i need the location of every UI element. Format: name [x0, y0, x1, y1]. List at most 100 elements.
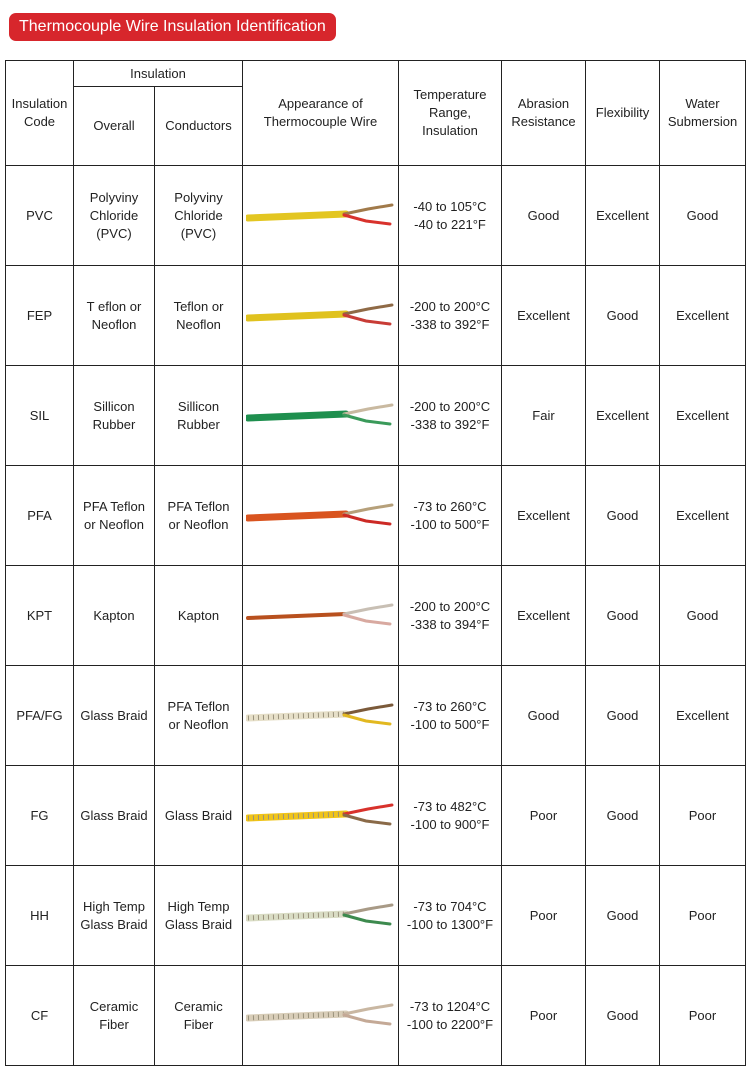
- water-submersion-cell: Excellent: [659, 665, 746, 766]
- insulation-code-cell: PVC: [5, 165, 74, 266]
- green-jacket-wire-icon: [245, 403, 393, 425]
- conductors-cell: Sillicon Rubber: [154, 365, 243, 466]
- table-row: PFA PFA Teflon or Neoflon PFA Teflon or Ne…: [5, 465, 746, 566]
- temperature-range-cell: -73 to 260°C -100 to 500°F: [398, 665, 502, 766]
- temperature-range-cell: -73 to 1204°C -100 to 2200°F: [398, 965, 502, 1066]
- header-temperature-range: Temperature Range, Insulation: [398, 60, 502, 166]
- header-appearance: Appearance of Thermocouple Wire: [242, 60, 399, 166]
- overall-cell: Glass Braid: [73, 765, 155, 866]
- flexibility-cell: Good: [585, 765, 660, 866]
- ceramic-fiber-wire-icon: [245, 1003, 393, 1025]
- insulation-code-cell: HH: [5, 865, 74, 966]
- header-overall: Overall: [73, 86, 155, 166]
- high-temp-braid-wire-icon: [245, 903, 393, 925]
- header-flexibility: Flexibility: [585, 60, 660, 166]
- flexibility-cell: Good: [585, 465, 660, 566]
- abrasion-resistance-cell: Good: [501, 665, 586, 766]
- header-water-submersion: Water Submersion: [659, 60, 746, 166]
- overall-cell: Polyviny Chloride (PVC): [73, 165, 155, 266]
- header-insulation: Insulation: [73, 60, 243, 87]
- insulation-code-cell: FG: [5, 765, 74, 866]
- overall-cell: Sillicon Rubber: [73, 365, 155, 466]
- water-submersion-cell: Excellent: [659, 465, 746, 566]
- flexibility-cell: Good: [585, 865, 660, 966]
- abrasion-resistance-cell: Fair: [501, 365, 586, 466]
- overall-cell: PFA Teflon or Neoflon: [73, 465, 155, 566]
- conductors-cell: Kapton: [154, 565, 243, 666]
- appearance-cell: [242, 165, 399, 266]
- conductors-cell: Polyviny Chloride (PVC): [154, 165, 243, 266]
- flexibility-cell: Good: [585, 565, 660, 666]
- page-title: Thermocouple Wire Insulation Identificat…: [9, 13, 336, 41]
- table-row: SIL Sillicon Rubber Sillicon Rubber -200 to…: [5, 365, 746, 466]
- appearance-cell: [242, 865, 399, 966]
- abrasion-resistance-cell: Excellent: [501, 265, 586, 366]
- water-submersion-cell: Poor: [659, 765, 746, 866]
- insulation-table: Insulation Code Insulation Appearance of…: [5, 60, 746, 1066]
- conductors-cell: Teflon or Neoflon: [154, 265, 243, 366]
- conductors-cell: PFA Teflon or Neoflon: [154, 665, 243, 766]
- abrasion-resistance-cell: Excellent: [501, 565, 586, 666]
- insulation-code-cell: CF: [5, 965, 74, 1066]
- yellow-jacket-wire-icon: [245, 203, 393, 225]
- water-submersion-cell: Poor: [659, 865, 746, 966]
- water-submersion-cell: Poor: [659, 965, 746, 1066]
- temperature-range-cell: -73 to 704°C -100 to 1300°F: [398, 865, 502, 966]
- temperature-range-cell: -73 to 482°C -100 to 900°F: [398, 765, 502, 866]
- temperature-range-cell: -200 to 200°C -338 to 392°F: [398, 365, 502, 466]
- overall-cell: High Temp Glass Braid: [73, 865, 155, 966]
- table-row: FG Glass Braid Glass Braid -73 to 482°C -10…: [5, 765, 746, 866]
- temperature-range-cell: -200 to 200°C -338 to 392°F: [398, 265, 502, 366]
- table-row: KPT Kapton Kapton -200 to 200°C -338 to 394…: [5, 565, 746, 666]
- conductors-cell: Ceramic Fiber: [154, 965, 243, 1066]
- header-row-top: Insulation Code Insulation Appearance of…: [5, 60, 746, 166]
- appearance-cell: [242, 465, 399, 566]
- insulation-code-cell: KPT: [5, 565, 74, 666]
- temperature-range-cell: -40 to 105°C -40 to 221°F: [398, 165, 502, 266]
- appearance-cell: [242, 765, 399, 866]
- appearance-cell: [242, 365, 399, 466]
- appearance-cell: [242, 565, 399, 666]
- yellow-braid-wire-icon: [245, 803, 393, 825]
- flexibility-cell: Good: [585, 965, 660, 1066]
- header-insulation-code: Insulation Code: [5, 60, 74, 166]
- temperature-range-cell: -73 to 260°C -100 to 500°F: [398, 465, 502, 566]
- conductors-cell: PFA Teflon or Neoflon: [154, 465, 243, 566]
- abrasion-resistance-cell: Poor: [501, 765, 586, 866]
- conductors-cell: High Temp Glass Braid: [154, 865, 243, 966]
- table-row: HH High Temp Glass Braid High Temp Glass B…: [5, 865, 746, 966]
- header-conductors: Conductors: [154, 86, 243, 166]
- orange-jacket-wire-icon: [245, 503, 393, 525]
- flexibility-cell: Good: [585, 665, 660, 766]
- water-submersion-cell: Excellent: [659, 365, 746, 466]
- flexibility-cell: Excellent: [585, 365, 660, 466]
- braided-jacket-wire-icon: [245, 703, 393, 725]
- header-row-bottom: Overall Conductors: [6, 86, 746, 166]
- overall-cell: T eflon or Neoflon: [73, 265, 155, 366]
- overall-cell: Ceramic Fiber: [73, 965, 155, 1066]
- header-abrasion-resistance: Abrasion Resistance: [501, 60, 586, 166]
- overall-cell: Kapton: [73, 565, 155, 666]
- abrasion-resistance-cell: Poor: [501, 965, 586, 1066]
- flexibility-cell: Good: [585, 265, 660, 366]
- appearance-cell: [242, 965, 399, 1066]
- abrasion-resistance-cell: Good: [501, 165, 586, 266]
- conductors-cell: Glass Braid: [154, 765, 243, 866]
- insulation-code-cell: PFA/FG: [5, 665, 74, 766]
- table-row: FEP T eflon or Neoflon Teflon or Neoflon -2…: [5, 265, 746, 366]
- water-submersion-cell: Excellent: [659, 265, 746, 366]
- appearance-cell: [242, 265, 399, 366]
- table-row: CF Ceramic Fiber Ceramic Fiber -73 to 1204°…: [5, 965, 746, 1066]
- water-submersion-cell: Good: [659, 565, 746, 666]
- temperature-range-cell: -200 to 200°C -338 to 394°F: [398, 565, 502, 666]
- brown-jacket-wire-icon: [245, 603, 393, 625]
- appearance-cell: [242, 665, 399, 766]
- flexibility-cell: Excellent: [585, 165, 660, 266]
- insulation-code-cell: SIL: [5, 365, 74, 466]
- water-submersion-cell: Good: [659, 165, 746, 266]
- table-row: PFA/FG Glass Braid PFA Teflon or Neoflon -7…: [5, 665, 746, 766]
- insulation-code-cell: PFA: [5, 465, 74, 566]
- abrasion-resistance-cell: Poor: [501, 865, 586, 966]
- yellow-jacket-wire-icon: [245, 303, 393, 325]
- insulation-code-cell: FEP: [5, 265, 74, 366]
